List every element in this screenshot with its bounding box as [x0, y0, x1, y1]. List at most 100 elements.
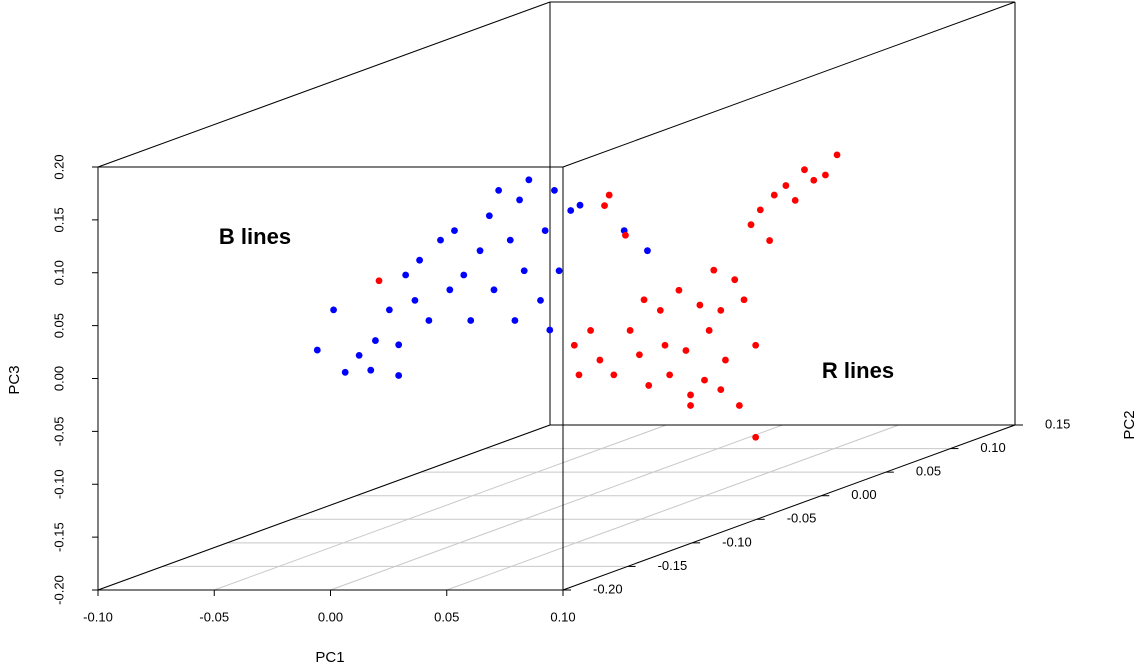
point [341, 368, 349, 376]
point [451, 227, 458, 234]
point [437, 236, 444, 244]
z-axis-title: PC3 [6, 365, 23, 394]
z-tick-label: -0.15 [51, 522, 66, 552]
point [645, 382, 653, 389]
group-label: B lines [219, 224, 291, 249]
group-label: R lines [822, 358, 894, 383]
z-tick-label: -0.05 [51, 417, 66, 447]
y-tick-label: -0.10 [722, 534, 752, 549]
point [587, 327, 594, 334]
point [644, 247, 651, 255]
x-tick-label: 0.05 [434, 609, 459, 624]
point [411, 296, 419, 304]
y-tick-label: 0.15 [1045, 416, 1070, 431]
point [506, 236, 514, 244]
x-tick-label: 0.00 [318, 609, 343, 624]
z-tick-label: 0.15 [51, 207, 66, 232]
point [622, 231, 629, 239]
point [701, 376, 708, 384]
x-tick-label: -0.10 [83, 609, 113, 624]
point [661, 341, 669, 349]
point [402, 271, 410, 279]
point [520, 267, 528, 275]
point [687, 402, 694, 409]
point [605, 191, 613, 199]
point [752, 341, 760, 349]
z-tick-label: 0.00 [51, 366, 66, 391]
point [355, 351, 363, 359]
y-tick-label: -0.20 [593, 581, 623, 596]
y-tick-label: -0.15 [658, 558, 688, 573]
point [666, 371, 674, 379]
point [367, 366, 375, 374]
z-tick-label: -0.10 [51, 469, 66, 499]
y-tick-label: -0.05 [787, 511, 817, 526]
point [705, 327, 713, 334]
point [596, 356, 604, 364]
grid-line [330, 424, 783, 591]
point [541, 227, 549, 234]
point [710, 266, 718, 274]
box-edge [562, 1, 1016, 168]
x-axis-title: PC1 [315, 649, 344, 666]
point [537, 296, 544, 304]
point [717, 306, 725, 314]
x-tick-label: 0.10 [550, 609, 575, 624]
point [696, 301, 704, 309]
z-tick-label: -0.20 [51, 575, 66, 605]
point [740, 296, 748, 304]
point [717, 386, 725, 394]
point [576, 201, 584, 209]
series [313, 176, 651, 379]
y-tick-label: 0.00 [851, 487, 876, 502]
point [385, 306, 393, 314]
point [752, 433, 760, 441]
point [525, 176, 533, 184]
point [731, 276, 739, 284]
point [330, 306, 337, 314]
point [770, 191, 778, 199]
z-tick-label: 0.05 [51, 313, 66, 338]
point [570, 341, 578, 349]
point [810, 176, 818, 184]
point [822, 171, 829, 179]
point [495, 187, 503, 194]
point [395, 372, 403, 379]
point [782, 182, 790, 189]
point [722, 356, 729, 364]
point [675, 286, 683, 294]
point [756, 206, 764, 214]
point [687, 391, 694, 399]
point [801, 166, 808, 174]
point [425, 317, 433, 324]
y-tick-label: 0.05 [916, 464, 941, 479]
point [375, 277, 383, 285]
point [636, 351, 643, 359]
point [511, 317, 519, 324]
box-edge [562, 424, 1016, 591]
grid-line [214, 424, 667, 591]
point [626, 327, 634, 334]
point [490, 286, 498, 294]
point [395, 341, 403, 349]
z-tick-label: 0.10 [51, 260, 66, 285]
point [516, 196, 523, 204]
y-tick-label: 0.10 [980, 440, 1005, 455]
point [372, 337, 379, 344]
box-edge [97, 1, 551, 168]
point [446, 286, 454, 294]
point [460, 271, 468, 279]
x-tick-label: -0.05 [199, 609, 229, 624]
point [735, 402, 743, 409]
point [747, 221, 755, 229]
point [610, 371, 618, 379]
point [567, 207, 575, 214]
point [546, 326, 554, 334]
series [375, 151, 841, 441]
point [467, 317, 475, 324]
point [313, 346, 321, 354]
point [551, 187, 558, 194]
point [640, 296, 648, 304]
